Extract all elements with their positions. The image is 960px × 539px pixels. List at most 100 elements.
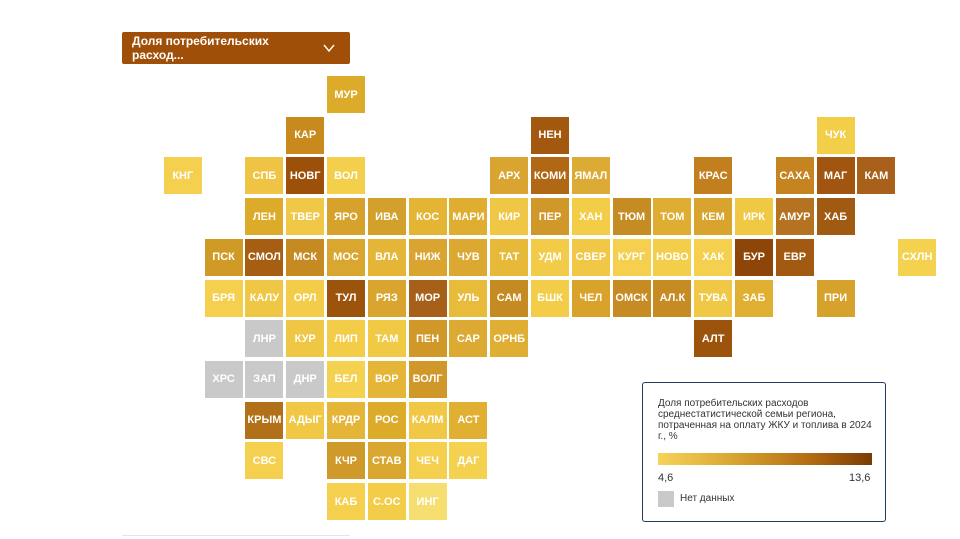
region-tile[interactable]: ОРЛ xyxy=(285,278,326,318)
region-tile[interactable]: ВОР xyxy=(366,359,407,399)
region-tile[interactable]: КОС xyxy=(407,197,448,237)
region-tile[interactable]: СВЕР xyxy=(570,237,611,277)
legend-min-value: 4,6 xyxy=(658,472,674,484)
region-tile[interactable]: КРАС xyxy=(693,156,734,196)
region-tile[interactable]: РОС xyxy=(366,400,407,440)
region-tile[interactable]: АСТ xyxy=(448,400,489,440)
region-tile[interactable]: РЯЗ xyxy=(366,278,407,318)
region-tile[interactable]: САМ xyxy=(489,278,530,318)
region-tile[interactable]: ТУЛ xyxy=(326,278,366,318)
region-tile[interactable]: ЧУВ xyxy=(448,237,489,277)
region-tile[interactable]: ИРК xyxy=(734,197,774,237)
region-tile[interactable]: СТАВ xyxy=(366,441,407,481)
region-tile[interactable]: КРДР xyxy=(326,400,366,440)
region-tile[interactable]: ТАТ xyxy=(489,237,530,277)
indicator-dropdown-label: Доля потребительских расход... xyxy=(132,34,269,62)
region-tile[interactable]: С.ОС xyxy=(366,482,407,521)
region-tile[interactable]: КАР xyxy=(285,115,326,155)
region-tile[interactable]: АРХ xyxy=(489,156,530,196)
region-tile[interactable]: ОМСК xyxy=(611,278,652,318)
region-tile[interactable]: ЧУК xyxy=(815,115,856,155)
region-tile[interactable]: САХА xyxy=(774,156,815,196)
region-tile[interactable]: АДЫГ xyxy=(285,400,326,440)
region-tile[interactable]: ЗАБ xyxy=(734,278,774,318)
region-tile[interactable]: КУРГ xyxy=(611,237,652,277)
region-tile[interactable]: МОС xyxy=(326,237,366,277)
region-tile[interactable]: САР xyxy=(448,319,489,359)
region-tile[interactable]: ИНГ xyxy=(407,482,448,521)
region-tile[interactable]: ВОЛГ xyxy=(407,359,448,399)
region-tile[interactable]: СПБ xyxy=(244,156,285,196)
region-tile[interactable]: КАЛМ xyxy=(407,400,448,440)
legend: Доля потребительских расходов среднестат… xyxy=(642,382,886,522)
legend-no-data-swatch xyxy=(658,491,674,507)
region-tile[interactable]: ХАК xyxy=(693,237,734,277)
region-tile[interactable]: ДНР xyxy=(285,359,326,399)
region-tile[interactable]: ТОМ xyxy=(652,197,693,237)
region-tile[interactable]: ЯМАЛ xyxy=(570,156,611,196)
region-tile[interactable]: КАЛУ xyxy=(244,278,285,318)
region-tile[interactable]: СВС xyxy=(244,441,285,481)
region-tile[interactable]: НЕН xyxy=(530,115,570,155)
region-tile[interactable]: КЕМ xyxy=(693,197,734,237)
region-tile[interactable]: СМОЛ xyxy=(244,237,285,277)
region-tile[interactable]: ВЛА xyxy=(366,237,407,277)
region-tile[interactable]: ЛНР xyxy=(244,319,285,359)
region-tile[interactable]: АЛТ xyxy=(693,319,734,359)
region-tile[interactable]: ОРНБ xyxy=(489,319,530,359)
region-tile[interactable]: ТУВА xyxy=(693,278,734,318)
legend-color-scale xyxy=(658,453,872,465)
region-tile[interactable]: ПЕР xyxy=(530,197,570,237)
legend-max-value: 13,6 xyxy=(849,472,871,484)
divider xyxy=(122,535,350,536)
indicator-dropdown[interactable]: Доля потребительских расход... xyxy=(122,32,350,64)
region-tile[interactable]: ВОЛ xyxy=(326,156,366,196)
region-tile[interactable]: МСК xyxy=(285,237,326,277)
region-tile[interactable]: КРЫМ xyxy=(244,400,285,440)
region-tile[interactable]: МАРИ xyxy=(448,197,489,237)
region-tile[interactable]: ХАБ xyxy=(815,197,856,237)
region-tile[interactable]: КИР xyxy=(489,197,530,237)
region-tile[interactable]: МАГ xyxy=(815,156,856,196)
region-tile[interactable]: НОВГ xyxy=(285,156,326,196)
region-tile[interactable]: УДМ xyxy=(530,237,570,277)
region-tile[interactable]: СХЛН xyxy=(897,237,938,277)
region-tile[interactable]: ИВА xyxy=(366,197,407,237)
region-tile[interactable]: ПЕН xyxy=(407,319,448,359)
region-tile[interactable]: БУР xyxy=(734,237,774,277)
region-tile[interactable]: ХАН xyxy=(570,197,611,237)
region-tile[interactable]: ПРИ xyxy=(815,278,856,318)
region-tile[interactable]: ЛЕН xyxy=(244,197,285,237)
region-tile[interactable]: КУР xyxy=(285,319,326,359)
region-tile[interactable]: ДАГ xyxy=(448,441,489,481)
region-tile[interactable]: КЧР xyxy=(326,441,366,481)
region-tile[interactable]: КАМ xyxy=(856,156,897,196)
region-tile[interactable]: НИЖ xyxy=(407,237,448,277)
region-tile[interactable]: МОР xyxy=(407,278,448,318)
region-tile[interactable]: УЛЬ xyxy=(448,278,489,318)
region-tile[interactable]: КНГ xyxy=(162,156,203,196)
region-tile[interactable]: БРЯ xyxy=(203,278,244,318)
region-tile[interactable]: ХРС xyxy=(203,359,244,399)
region-tile[interactable]: ЕВР xyxy=(774,237,815,277)
region-tile[interactable]: КОМИ xyxy=(530,156,570,196)
region-tile[interactable]: АЛ.К xyxy=(652,278,693,318)
region-tile[interactable]: БЕЛ xyxy=(326,359,366,399)
legend-no-data-label: Нет данных xyxy=(680,493,735,504)
region-tile[interactable]: БШК xyxy=(530,278,570,318)
region-tile[interactable]: МУР xyxy=(326,75,366,114)
region-tile[interactable]: ЧЕЧ xyxy=(407,441,448,481)
region-tile[interactable]: ПСК xyxy=(203,237,244,277)
region-tile[interactable]: НОВО xyxy=(652,237,693,277)
chevron-down-icon xyxy=(322,41,336,55)
region-tile[interactable]: ТЮМ xyxy=(611,197,652,237)
region-tile[interactable]: ЯРО xyxy=(326,197,366,237)
region-tile[interactable]: АМУР xyxy=(774,197,815,237)
region-tile[interactable]: ЛИП xyxy=(326,319,366,359)
region-tile[interactable]: ЗАП xyxy=(244,359,285,399)
region-tile[interactable]: ТВЕР xyxy=(285,197,326,237)
region-tile[interactable]: ЧЕЛ xyxy=(570,278,611,318)
region-tile[interactable]: ТАМ xyxy=(366,319,407,359)
region-tile[interactable]: КАБ xyxy=(326,482,366,521)
